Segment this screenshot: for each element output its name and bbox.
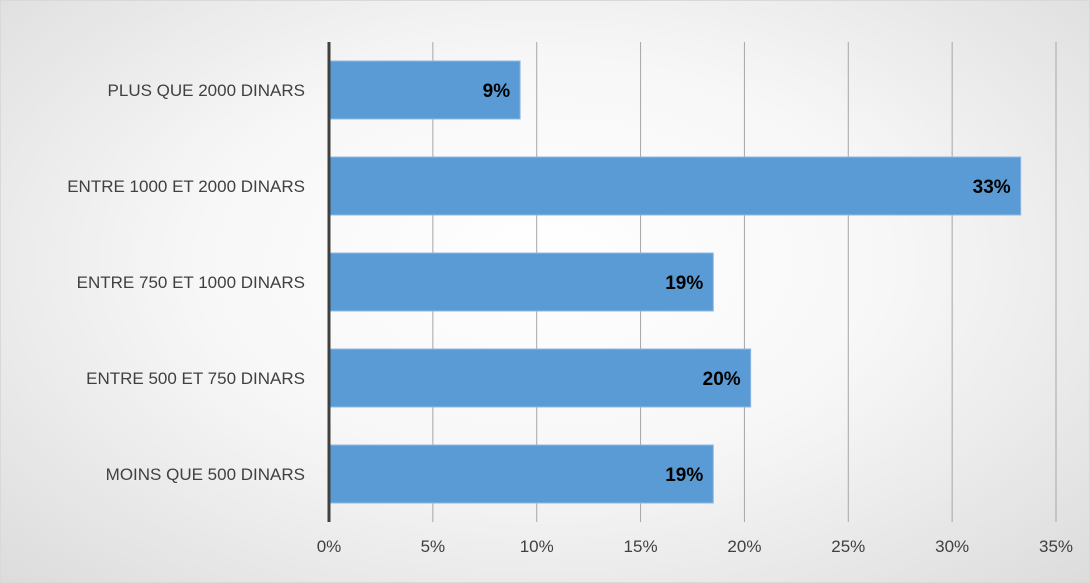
data-label: 33% — [973, 177, 1011, 198]
x-tick-label: 0% — [317, 537, 342, 556]
category-label: ENTRE 1000 ET 2000 DINARS — [67, 177, 305, 196]
x-tick-label: 20% — [727, 537, 761, 556]
grid-lines — [432, 42, 1057, 522]
x-tick-label: 5% — [421, 537, 446, 556]
x-tick-label: 30% — [935, 537, 969, 556]
data-label: 9% — [483, 81, 511, 102]
bar — [328, 156, 1022, 216]
category-label: ENTRE 500 ET 750 DINARS — [86, 369, 305, 388]
data-label: 20% — [703, 369, 741, 390]
labels: 0% 5% 10% 15% 20% 25% 30% 35% PLUS QUE 2000 DINA… — [67, 81, 1073, 556]
category-label: ENTRE 750 ET 1000 DINARS — [77, 273, 305, 292]
x-tick-label: 35% — [1039, 537, 1073, 556]
bars — [328, 60, 1022, 504]
data-label: 19% — [665, 465, 703, 486]
category-label: PLUS QUE 2000 DINARS — [108, 81, 305, 100]
bar — [328, 252, 714, 312]
bar — [328, 60, 521, 120]
category-label: MOINS QUE 500 DINARS — [106, 465, 305, 484]
x-tick-label: 25% — [831, 537, 865, 556]
bar — [328, 348, 752, 408]
x-tick-label: 15% — [624, 537, 658, 556]
x-tick-label: 10% — [520, 537, 554, 556]
data-label: 19% — [665, 273, 703, 294]
bar — [328, 444, 714, 504]
